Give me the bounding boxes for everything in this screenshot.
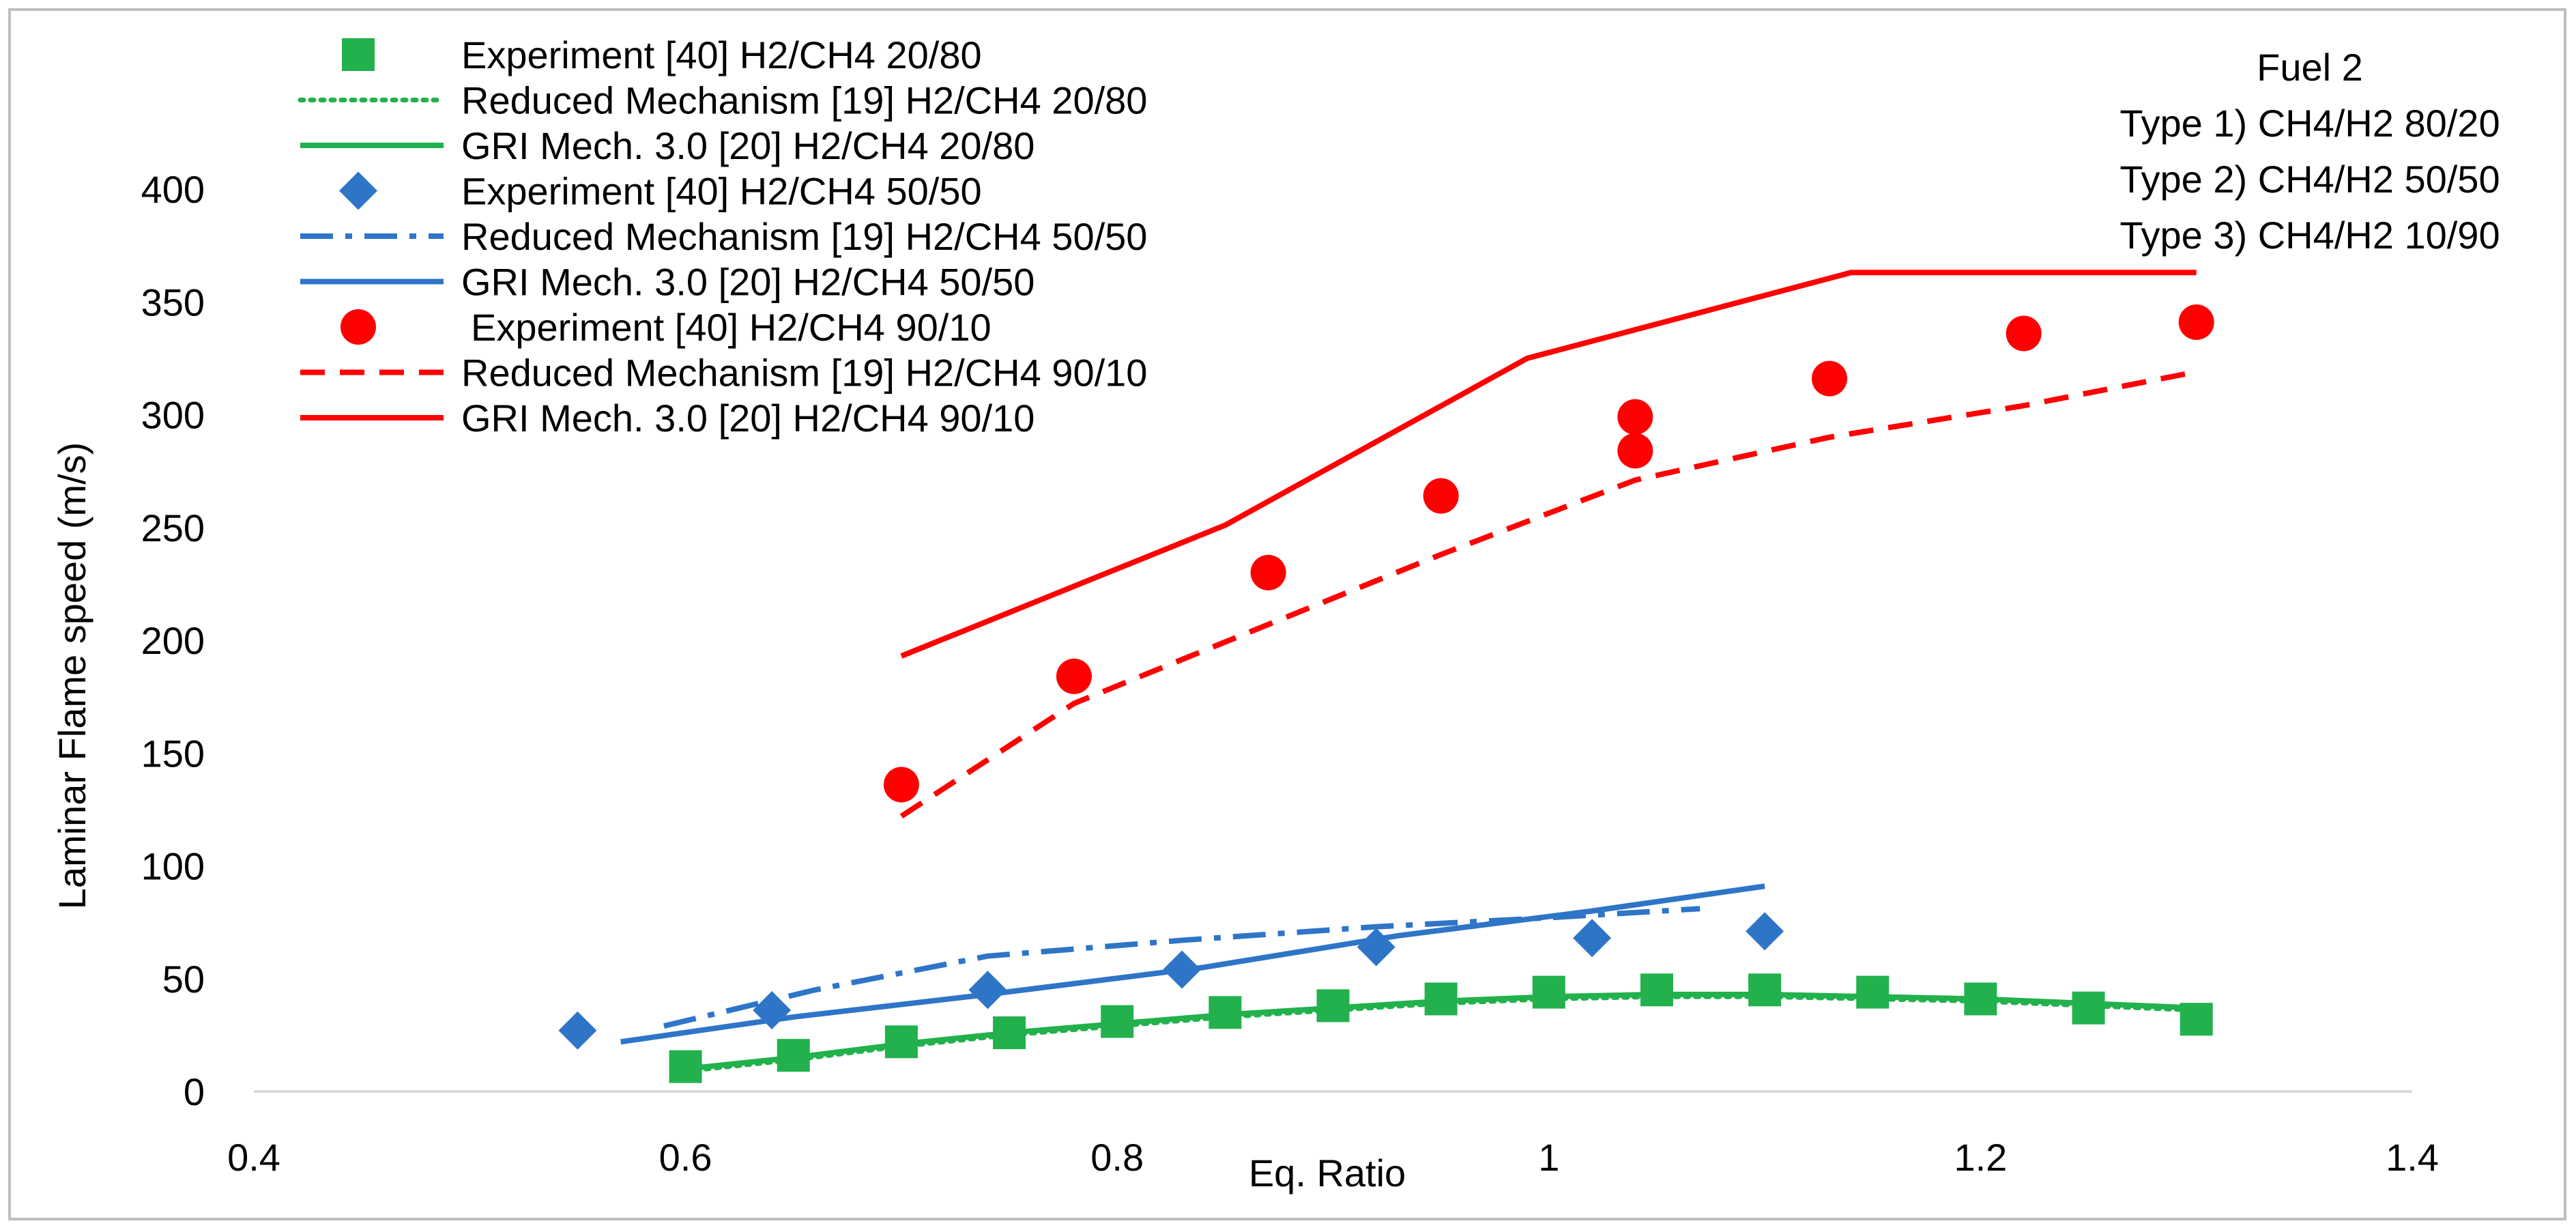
y-tick-label-2: 100 bbox=[141, 845, 205, 888]
legend-item-1: Reduced Mechanism [19] H2/CH4 20/80 bbox=[298, 79, 1147, 122]
legend-item-0: Experiment [40] H2/CH4 20/80 bbox=[342, 33, 982, 76]
annotation-line-2: Type 2) CH4/H2 50/50 bbox=[2119, 158, 2500, 201]
legend-swatch-3 bbox=[339, 171, 377, 210]
legend-label-3: Experiment [40] H2/CH4 50/50 bbox=[461, 170, 982, 213]
series-gri-mech-3-0-20-h2-ch4-20-80 bbox=[685, 991, 2197, 1072]
data-point-3-4 bbox=[1357, 928, 1395, 967]
data-point-6-2 bbox=[1250, 554, 1286, 590]
y-tick-label-0: 0 bbox=[184, 1070, 205, 1113]
legend-item-7: Reduced Mechanism [19] H2/CH4 90/10 bbox=[300, 352, 1147, 395]
y-tick-label-7: 350 bbox=[141, 281, 205, 324]
legend-label-2: GRI Mech. 3.0 [20] H2/CH4 20/80 bbox=[461, 124, 1034, 167]
series-gri-mech-3-0-20-h2-ch4-50-50 bbox=[620, 883, 1765, 1045]
series-line-7 bbox=[899, 369, 2197, 819]
series-gri-mech-3-0-20-h2-ch4-90-10 bbox=[900, 270, 2197, 659]
data-point-3-6 bbox=[1746, 912, 1784, 951]
x-tick-label-5: 1.4 bbox=[2386, 1136, 2439, 1179]
x-tick-label-2: 0.8 bbox=[1090, 1136, 1144, 1179]
data-point-6-7 bbox=[2006, 315, 2042, 352]
y-tick-label-6: 300 bbox=[141, 394, 205, 437]
x-tick-labels: 0.4 0.6 0.8 1 1.2 1.4 bbox=[227, 1136, 2439, 1179]
series-reduced-mechanism-19-h2-ch4-90-10 bbox=[899, 369, 2197, 819]
series-experiment-40-h2-ch4-20-80 bbox=[669, 973, 2213, 1083]
annotation-line-0: Fuel 2 bbox=[2257, 46, 2363, 89]
legend-item-5: GRI Mech. 3.0 [20] H2/CH4 50/50 bbox=[300, 261, 1034, 304]
legend-label-4: Reduced Mechanism [19] H2/CH4 50/50 bbox=[461, 215, 1147, 258]
annotation-line-1: Type 1) CH4/H2 80/20 bbox=[2119, 102, 2500, 145]
legend-item-4: Reduced Mechanism [19] H2/CH4 50/50 bbox=[300, 215, 1147, 258]
data-point-0-11 bbox=[1856, 975, 1890, 1009]
series-layer bbox=[558, 270, 2214, 1083]
series-experiment-40-h2-ch4-50-50 bbox=[558, 912, 1784, 1050]
y-tick-label-3: 150 bbox=[141, 732, 205, 775]
x-axis-title: Eq. Ratio bbox=[1249, 1152, 1406, 1195]
y-tick-label-4: 200 bbox=[141, 619, 205, 662]
data-point-6-1 bbox=[1056, 658, 1092, 694]
series-line-2 bbox=[685, 991, 2197, 1072]
legend-item-6: Experiment [40] H2/CH4 90/10 bbox=[341, 306, 992, 349]
x-tick-label-4: 1.2 bbox=[1954, 1136, 2007, 1179]
series-line-4 bbox=[663, 906, 1701, 1029]
data-point-3-5 bbox=[1573, 919, 1612, 958]
y-tick-label-5: 250 bbox=[141, 506, 205, 549]
fuel-annotation: Fuel 2 Type 1) CH4/H2 80/20 Type 2) CH4/H2… bbox=[2119, 46, 2500, 257]
data-point-6-6 bbox=[1811, 360, 1847, 397]
legend-label-6: Experiment [40] H2/CH4 90/10 bbox=[471, 306, 992, 349]
legend-label-0: Experiment [40] H2/CH4 20/80 bbox=[461, 33, 982, 76]
data-point-6-3 bbox=[1423, 478, 1459, 514]
legend-swatch-0 bbox=[342, 38, 375, 71]
series-reduced-mechanism-19-h2-ch4-50-50 bbox=[663, 906, 1701, 1029]
x-tick-label-1: 0.6 bbox=[659, 1136, 712, 1179]
data-point-6-8 bbox=[2178, 304, 2214, 340]
legend-label-1: Reduced Mechanism [19] H2/CH4 20/80 bbox=[461, 79, 1147, 122]
data-point-0-10 bbox=[1748, 973, 1782, 1007]
y-axis-title: Laminar Flame speed (m/s) bbox=[50, 442, 93, 910]
legend-item-3: Experiment [40] H2/CH4 50/50 bbox=[339, 170, 982, 213]
series-experiment-40-h2-ch4-90-10 bbox=[883, 304, 2214, 803]
data-point-0-9 bbox=[1640, 973, 1673, 1007]
legend-label-7: Reduced Mechanism [19] H2/CH4 90/10 bbox=[461, 352, 1147, 395]
y-tick-labels: 0 50 100 150 200 250 300 350 400 bbox=[141, 168, 205, 1113]
legend-item-8: GRI Mech. 3.0 [20] H2/CH4 90/10 bbox=[300, 397, 1034, 440]
legend-item-2: GRI Mech. 3.0 [20] H2/CH4 20/80 bbox=[300, 124, 1034, 167]
legend-label-8: GRI Mech. 3.0 [20] H2/CH4 90/10 bbox=[461, 397, 1034, 440]
x-tick-label-0: 0.4 bbox=[227, 1136, 280, 1179]
data-point-3-2 bbox=[968, 971, 1007, 1010]
legend-label-5: GRI Mech. 3.0 [20] H2/CH4 50/50 bbox=[461, 261, 1034, 304]
y-tick-label-8: 400 bbox=[141, 168, 205, 211]
data-point-0-8 bbox=[1532, 975, 1565, 1009]
x-tick-label-3: 1 bbox=[1538, 1136, 1559, 1179]
annotation-line-3: Type 3) CH4/H2 10/90 bbox=[2119, 214, 2500, 257]
series-line-8 bbox=[900, 270, 2197, 659]
legend-swatch-6 bbox=[341, 309, 376, 345]
data-point-6-5 bbox=[1617, 399, 1653, 435]
series-line-5 bbox=[620, 883, 1765, 1045]
data-point-6-0 bbox=[883, 767, 919, 803]
y-tick-label-1: 50 bbox=[162, 958, 205, 1001]
data-point-3-0 bbox=[558, 1011, 597, 1050]
data-point-6-4 bbox=[1617, 433, 1653, 469]
